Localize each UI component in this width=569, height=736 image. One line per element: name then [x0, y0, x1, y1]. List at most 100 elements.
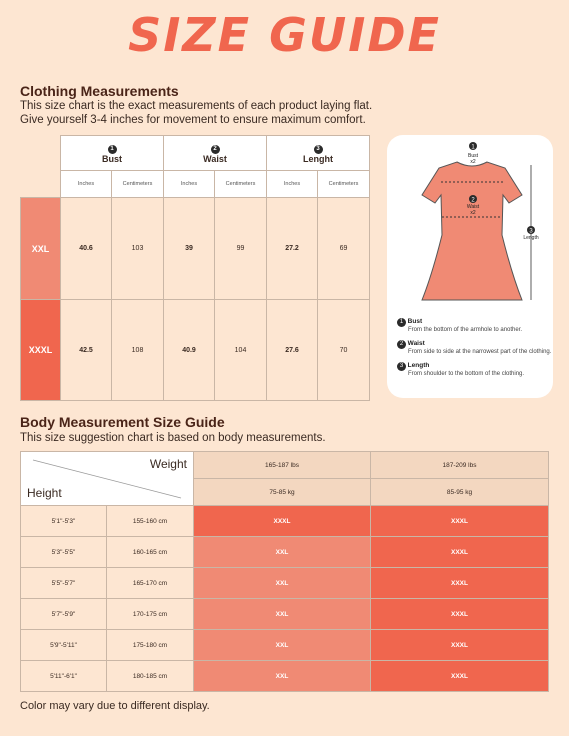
unit-label: Inches: [163, 170, 215, 198]
table-cell: 40.9: [163, 299, 215, 401]
legend-item: 2 Waist From side to side at the narrowe…: [397, 340, 551, 355]
size-suggestion: XXL: [193, 598, 371, 630]
number-2-icon: 2: [471, 198, 475, 204]
size-suggestion: XXXL: [370, 505, 549, 537]
body-table: Weight Height 165-187 lbs 187-209 lbs 75…: [20, 451, 549, 692]
clothing-desc-1: This size chart is the exact measurement…: [20, 100, 373, 112]
size-suggestion: XXL: [193, 567, 371, 599]
height-cm: 160-165 cm: [106, 536, 194, 568]
length-header-label: Lenght: [303, 154, 333, 164]
dress-diagram-card: 1 Bust x2 2 Waist x2 3 Length: [387, 135, 553, 398]
size-label-xxl: XXL: [20, 197, 61, 300]
bust-column-header: 1 Bust: [60, 135, 164, 171]
clothing-desc-2: Give yourself 3-4 inches for movement to…: [20, 114, 366, 126]
table-cell: 99: [214, 197, 267, 300]
waist-multiplier: x2: [470, 210, 476, 216]
table-cell: 108: [111, 299, 164, 401]
waist-diagram-label: Waist: [467, 204, 480, 210]
height-cm: 180-185 cm: [106, 660, 194, 692]
table-cell: 70: [317, 299, 370, 401]
table-row: 5'1"-5'3" 155-160 cm XXXL XXXL: [20, 505, 549, 537]
size-suggestion: XXXL: [193, 505, 371, 537]
dress-shape-icon: [421, 161, 523, 301]
bust-multiplier: x2: [470, 159, 476, 165]
height-ft: 5'7"-5'9": [20, 598, 107, 630]
number-1-icon: 1: [471, 145, 475, 151]
height-ft: 5'3"-5'5": [20, 536, 107, 568]
length-diagram-label: Length: [523, 235, 539, 241]
number-2-icon: 2: [210, 145, 220, 154]
height-ft: 5'1"-5'3": [20, 505, 107, 537]
height-label: Height: [27, 486, 62, 500]
table-cell: 42.5: [60, 299, 112, 401]
height-cm: 175-180 cm: [106, 629, 194, 661]
height-cm: 170-175 cm: [106, 598, 194, 630]
number-1-icon: 1: [107, 145, 117, 154]
body-desc: This size suggestion chart is based on b…: [20, 432, 326, 444]
weight-label: Weight: [149, 457, 187, 471]
legend-item: 3 Length From shoulder to the bottom of …: [397, 362, 524, 377]
unit-label: Inches: [266, 170, 318, 198]
number-2-icon: 2: [397, 340, 406, 349]
diagonal-divider: [32, 459, 182, 499]
bust-diagram-label: Bust: [468, 153, 479, 159]
size-suggestion: XXL: [193, 629, 371, 661]
legend-title: Waist: [407, 340, 425, 347]
table-row: 5'7"-5'9" 170-175 cm XXL XXXL: [20, 598, 549, 630]
unit-label: Inches: [60, 170, 112, 198]
height-cm: 165-170 cm: [106, 567, 194, 599]
table-row: 5'5"-5'7" 165-170 cm XXL XXXL: [20, 567, 549, 599]
dress-illustration: 1 Bust x2 2 Waist x2 3 Length: [421, 142, 539, 301]
length-column-header: 3 Lenght: [266, 135, 370, 171]
size-suggestion: XXXL: [370, 567, 549, 599]
height-ft: 5'9"-5'11": [20, 629, 107, 661]
table-row: 5'11"-6'1" 180-185 cm XXL XXXL: [20, 660, 549, 692]
number-1-icon: 1: [397, 318, 406, 327]
size-suggestion: XXXL: [370, 660, 549, 692]
table-cell: 27.6: [266, 299, 318, 401]
unit-label: Centimeters: [111, 170, 164, 198]
weight-lbs-2: 187-209 lbs: [370, 451, 549, 479]
legend-title: Length: [407, 362, 430, 369]
table-cell: 39: [163, 197, 215, 300]
number-3-icon: 3: [313, 145, 323, 154]
table-cell: 103: [111, 197, 164, 300]
legend-text: From side to side at the narrowest part …: [408, 349, 552, 355]
table-corner: Weight Height: [20, 451, 194, 506]
size-suggestion: XXL: [193, 660, 371, 692]
size-label-xxxl: XXXL: [20, 299, 61, 401]
waist-column-header: 2 Waist: [163, 135, 267, 171]
number-3-icon: 3: [529, 229, 533, 235]
weight-kg-2: 85-95 kg: [370, 478, 549, 506]
legend-title: Bust: [407, 318, 423, 325]
size-suggestion: XXXL: [370, 598, 549, 630]
table-row: XXXL 42.5 108 40.9 104 27.6 70: [20, 299, 370, 401]
legend-text: From shoulder to the bottom of the cloth…: [408, 371, 525, 377]
bust-header-label: Bust: [102, 154, 122, 164]
table-cell: 40.6: [60, 197, 112, 300]
weight-kg-1: 75-85 kg: [193, 478, 371, 506]
height-ft: 5'5"-5'7": [20, 567, 107, 599]
table-row: 5'3"-5'5" 160-165 cm XXL XXXL: [20, 536, 549, 568]
size-suggestion: XXXL: [370, 629, 549, 661]
height-cm: 155-160 cm: [106, 505, 194, 537]
table-cell: 69: [317, 197, 370, 300]
table-row: 5'9"-5'11" 175-180 cm XXL XXXL: [20, 629, 549, 661]
height-ft: 5'11"-6'1": [20, 660, 107, 692]
page-title: SIZE GUIDE: [128, 8, 441, 62]
body-heading: Body Measurement Size Guide: [20, 414, 225, 430]
weight-lbs-1: 165-187 lbs: [193, 451, 371, 479]
unit-label: Centimeters: [214, 170, 267, 198]
clothing-table: 1 Bust 2 Waist 3 Lenght Inches Centimete…: [20, 135, 370, 401]
table-cell: 27.2: [266, 197, 318, 300]
size-suggestion: XXXL: [370, 536, 549, 568]
legend-text: From the bottom of the armhole to anothe…: [408, 327, 523, 333]
table-cell: 104: [214, 299, 267, 401]
legend-item: 1 Bust From the bottom of the armhole to…: [397, 318, 522, 333]
clothing-heading: Clothing Measurements: [20, 83, 179, 99]
waist-header-label: Waist: [203, 154, 227, 164]
footnote: Color may vary due to different display.: [20, 700, 210, 712]
size-suggestion: XXL: [193, 536, 371, 568]
table-row: XXL 40.6 103 39 99 27.2 69: [20, 197, 370, 300]
number-3-icon: 3: [397, 362, 406, 371]
